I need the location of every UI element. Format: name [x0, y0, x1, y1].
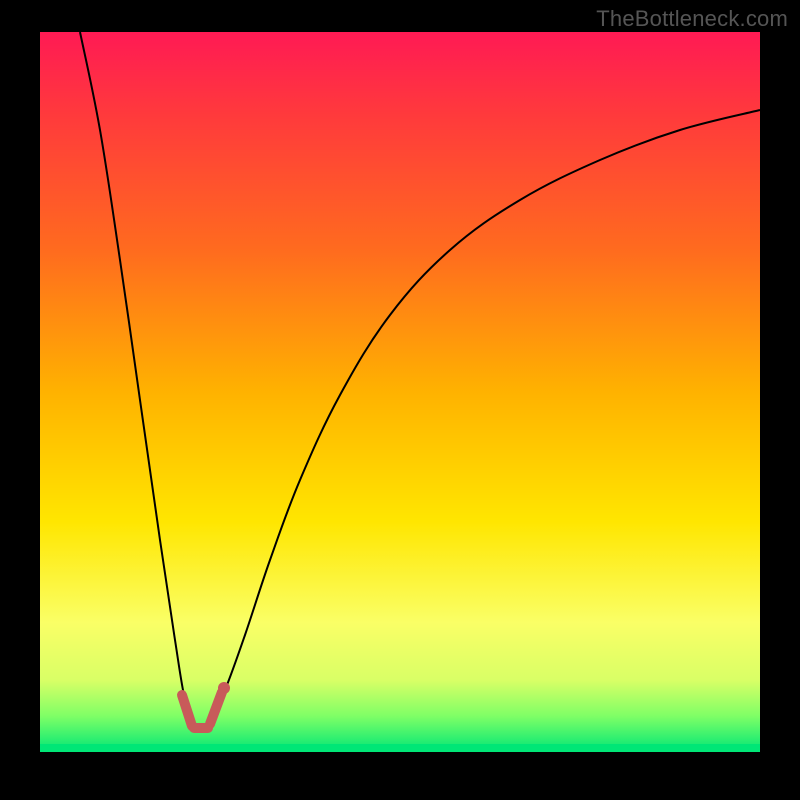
- bottleneck-curve-chart: [0, 0, 800, 800]
- watermark-text: TheBottleneck.com: [596, 6, 788, 32]
- bottom-green-strip: [40, 744, 760, 752]
- valley-mark-dot: [218, 682, 230, 694]
- chart-container: TheBottleneck.com: [0, 0, 800, 800]
